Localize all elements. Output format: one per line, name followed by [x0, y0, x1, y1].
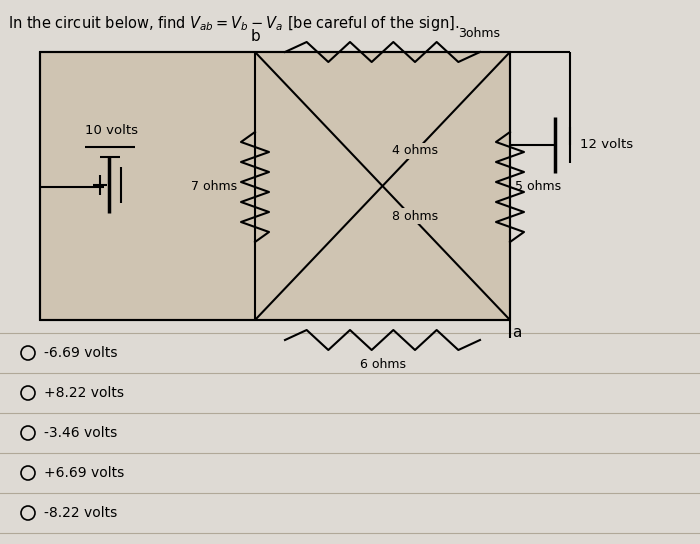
Text: 6 ohms: 6 ohms	[360, 358, 405, 371]
Text: 8 ohms: 8 ohms	[393, 209, 439, 222]
Text: -8.22 volts: -8.22 volts	[44, 506, 118, 520]
Text: -6.69 volts: -6.69 volts	[44, 346, 118, 360]
Text: 7 ohms: 7 ohms	[191, 181, 237, 194]
Text: 12 volts: 12 volts	[580, 139, 633, 151]
Text: a: a	[512, 325, 522, 340]
Text: In the circuit below, find $V_{ab} = V_b - V_a$ [be careful of the sign].: In the circuit below, find $V_{ab} = V_b…	[8, 14, 459, 33]
Text: 10 volts: 10 volts	[85, 123, 138, 137]
Bar	[0, 335, 700, 544]
Text: 3ohms: 3ohms	[458, 27, 500, 40]
Text: 4 ohms: 4 ohms	[393, 145, 438, 158]
Text: 5 ohms: 5 ohms	[515, 181, 561, 194]
Text: b: b	[250, 29, 260, 44]
Bar	[40, 52, 510, 320]
Text: -3.46 volts: -3.46 volts	[44, 426, 118, 440]
Text: +8.22 volts: +8.22 volts	[44, 386, 124, 400]
Text: +6.69 volts: +6.69 volts	[44, 466, 125, 480]
